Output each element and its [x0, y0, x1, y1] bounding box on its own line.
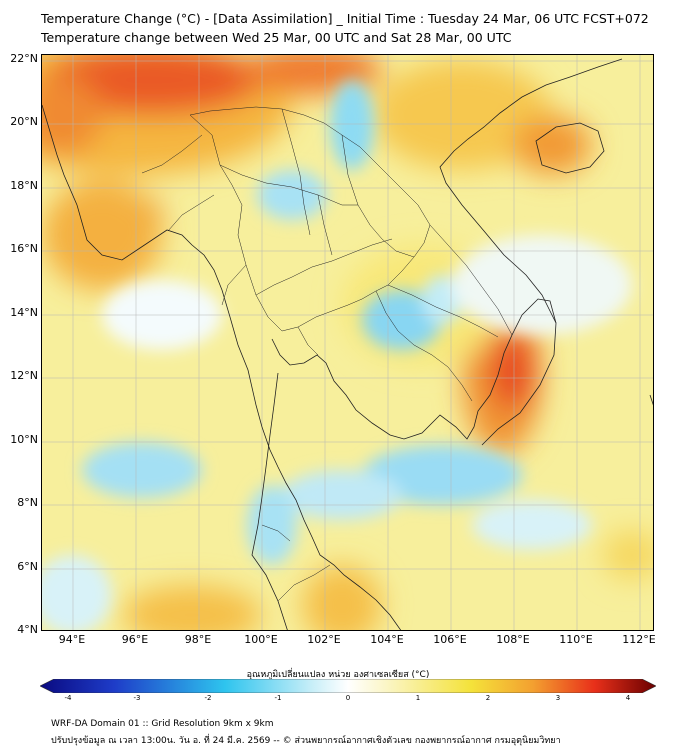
lat-label-18: 18°N [10, 179, 38, 192]
colorbar-tick-1: 1 [415, 694, 421, 702]
lat-label-22: 22°N [10, 52, 38, 65]
lat-label-14: 14°N [10, 306, 38, 319]
lon-label-110: 110°E [559, 633, 593, 646]
lat-label-8: 8°N [17, 496, 38, 509]
colorbar-tick-m4: -4 [64, 694, 72, 702]
lat-label-6: 6°N [17, 560, 38, 573]
lon-label-94: 94°E [58, 633, 86, 646]
colorbar-tick-2: 2 [485, 694, 491, 702]
graticule [42, 55, 653, 630]
lat-label-12: 12°N [10, 369, 38, 382]
lat-label-16: 16°N [10, 242, 38, 255]
footer-model-info: WRF-DA Domain 01 :: Grid Resolution 9km … [51, 719, 274, 729]
colorbar-tick-4: 4 [625, 694, 631, 702]
lon-label-112: 112°E [622, 633, 656, 646]
lon-label-104: 104°E [370, 633, 404, 646]
lat-label-4: 4°N [17, 623, 38, 636]
lat-label-10: 10°N [10, 433, 38, 446]
lon-label-106: 106°E [433, 633, 467, 646]
temperature-map [42, 55, 653, 630]
colorbar-tick-m2: -2 [204, 694, 212, 702]
lat-label-20: 20°N [10, 115, 38, 128]
admin-boundaries [141, 106, 513, 602]
colorbar-tick-0: 0 [345, 694, 351, 702]
lon-label-96: 96°E [121, 633, 149, 646]
chart-subtitle: Temperature change between Wed 25 Mar, 0… [41, 30, 512, 45]
lon-label-98: 98°E [184, 633, 212, 646]
colorbar-ramp [40, 679, 656, 693]
warm-field [42, 55, 653, 630]
lon-label-108: 108°E [496, 633, 530, 646]
coastline [42, 58, 653, 630]
map-panel[interactable] [41, 54, 654, 631]
colorbar [40, 679, 656, 693]
colorbar-tick-m1: -1 [274, 694, 282, 702]
chart-title: Temperature Change (°C) - [Data Assimila… [41, 11, 649, 26]
colorbar-tick-m3: -3 [133, 694, 141, 702]
colorbar-label: อุณหภูมิเปลี่ยนแปลง หน่วย องศาเซลเซียส (… [246, 670, 430, 680]
footer-credit: ปรับปรุงข้อมูล ณ เวลา 13:00น. วัน อ. ที่… [51, 736, 561, 746]
colorbar-tick-3: 3 [555, 694, 561, 702]
lon-label-102: 102°E [307, 633, 341, 646]
lon-label-100: 100°E [244, 633, 278, 646]
